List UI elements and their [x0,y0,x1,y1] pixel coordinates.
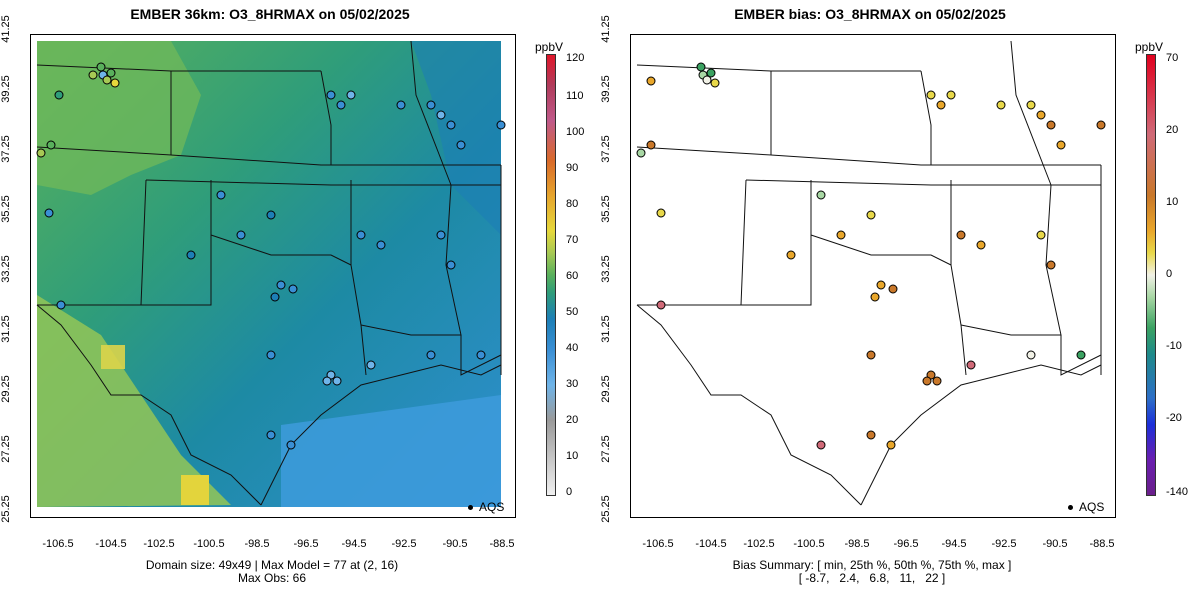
right-colorbar-unit: ppbV [1135,40,1164,54]
left-legend-label: AQS [479,500,505,514]
left-x-tick: -94.5 [341,538,367,550]
left-colorbar [546,54,556,496]
right-x-tick: -96.5 [893,538,919,550]
left-footer-line1: Domain size: 49x49 | Max Model = 77 at (… [145,558,399,572]
right-x-tick: -102.5 [743,538,775,550]
right-cbar-label: 0 [1166,268,1173,280]
right-cbar-label: 10 [1166,196,1179,208]
left-y-tick: 31.25 [0,315,12,343]
left-cbar-label: 0 [566,486,573,498]
left-cbar-label: 60 [566,270,579,282]
left-x-tick: -90.5 [442,538,468,550]
left-y-tick: 41.25 [0,15,12,43]
left-x-tick: -106.5 [42,538,74,550]
left-footer: Domain size: 49x49 | Max Model = 77 at (… [30,559,514,585]
left-cbar-label: 110 [566,90,584,102]
legend-dot-icon [1068,505,1073,511]
right-legend: AQS [1068,500,1104,514]
left-cbar-label: 10 [566,450,579,462]
right-x-tick: -106.5 [642,538,674,550]
right-x-tick: -88.5 [1089,538,1115,550]
right-y-tick: 27.25 [599,435,612,463]
right-y-tick: 31.25 [599,315,612,343]
right-x-tick: -100.5 [793,538,825,550]
left-y-tick: 33.25 [0,255,12,283]
right-panel-title: EMBER bias: O3_8HRMAX on 05/02/2025 [734,6,1006,22]
left-x-tick: -104.5 [95,538,127,550]
left-y-tick: 39.25 [0,75,12,103]
left-cbar-label: 80 [566,198,579,210]
aqs-station-markers [36,62,506,450]
left-x-tick: -96.5 [293,538,319,550]
right-footer-line1: Bias Summary: [ min, 25th %, 50th %, 75t… [732,558,1012,572]
left-y-tick: 37.25 [0,135,12,163]
right-y-tick: 35.25 [599,195,612,223]
right-x-tick: -92.5 [991,538,1017,550]
left-y-tick: 25.25 [0,495,12,523]
left-cbar-label: 40 [566,342,579,354]
right-x-tick: -98.5 [844,538,870,550]
left-cbar-label: 20 [566,414,579,426]
left-x-tick: -100.5 [193,538,225,550]
left-x-tick: -92.5 [391,538,417,550]
right-y-tick: 25.25 [599,495,612,523]
left-cbar-label: 50 [566,306,579,318]
right-x-tick: -94.5 [941,538,967,550]
right-x-tick: -104.5 [695,538,727,550]
bias-station-markers [636,62,1106,450]
right-footer: Bias Summary: [ min, 25th %, 50th %, 75t… [630,559,1114,585]
right-cbar-label: -20 [1166,412,1182,424]
left-panel-title: EMBER 36km: O3_8HRMAX on 05/02/2025 [130,6,410,22]
left-y-tick: 35.25 [0,195,12,223]
right-footer-line2: [ -8.7, 2.4, 6.8, 11, 22 ] [798,571,946,585]
right-x-tick: -90.5 [1042,538,1068,550]
left-cbar-label: 90 [566,162,579,174]
left-cbar-label: 70 [566,234,579,246]
right-cbar-label: -10 [1166,340,1182,352]
left-x-tick: -88.5 [489,538,515,550]
right-y-tick: 29.25 [599,375,612,403]
left-cbar-label: 120 [566,52,585,64]
right-cbar-label: -140 [1166,486,1189,498]
right-panel: EMBER bias: O3_8HRMAX on 05/02/2025 [600,0,1200,600]
left-y-tick: 27.25 [0,435,12,463]
left-cbar-label: 30 [566,378,579,390]
right-cbar-label: 20 [1166,124,1179,136]
left-footer-line2: Max Obs: 66 [237,571,307,585]
right-colorbar [1146,54,1156,496]
right-cbar-label: 70 [1166,52,1179,64]
left-cbar-label: 100 [566,126,585,138]
right-y-tick: 33.25 [599,255,612,283]
legend-dot-icon [468,505,473,511]
right-legend-label: AQS [1079,500,1105,514]
left-y-tick: 29.25 [0,375,12,403]
right-y-tick: 39.25 [599,75,612,103]
left-model-map [30,34,516,518]
right-y-tick: 41.25 [599,15,612,43]
left-x-tick: -102.5 [143,538,175,550]
left-colorbar-unit: ppbV [535,40,564,54]
left-x-tick: -98.5 [244,538,270,550]
right-y-tick: 37.25 [599,135,612,163]
right-bias-map [630,34,1116,518]
left-panel: EMBER 36km: O3_8HRMAX on 05/02/2025 [0,6,585,585]
left-legend: AQS [468,500,504,514]
